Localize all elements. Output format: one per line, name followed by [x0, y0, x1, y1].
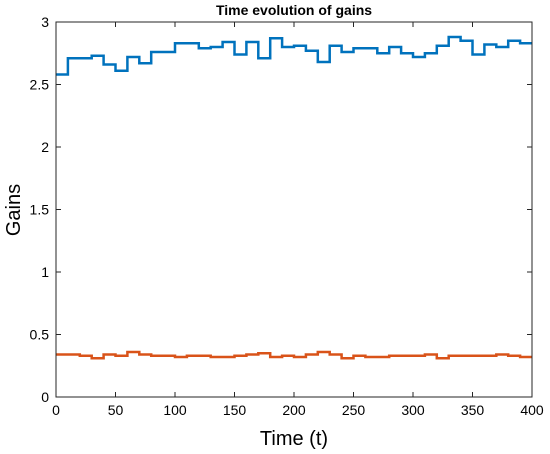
plot-lines — [56, 35, 532, 360]
y-tick-label: 2.5 — [30, 77, 50, 93]
x-tick-label: 350 — [461, 402, 485, 418]
y-axis-label: Gains — [3, 184, 25, 236]
y-tick-label: 1 — [41, 264, 49, 280]
chart-title: Time evolution of gains — [216, 2, 372, 18]
y-axis-ticks: 0 0.5 1 1.5 2 2.5 3 — [30, 14, 532, 405]
x-tick-label: 400 — [520, 402, 544, 418]
y-tick-label: 1.5 — [30, 202, 50, 218]
y-tick-label: 0.5 — [30, 327, 50, 343]
x-axis-label: Time (t) — [260, 428, 328, 450]
x-tick-label: 50 — [108, 402, 124, 418]
plot-frame — [55, 21, 533, 398]
series-line-1 — [56, 35, 532, 76]
y-tick-label: 3 — [41, 14, 49, 30]
x-tick-label: 200 — [282, 402, 306, 418]
x-tick-label: 100 — [163, 402, 187, 418]
x-tick-label: 300 — [401, 402, 425, 418]
y-tick-label: 0 — [41, 389, 49, 405]
x-tick-label: 150 — [223, 402, 247, 418]
x-tick-label: 250 — [342, 402, 366, 418]
x-axis-ticks: 0 50 100 150 200 250 300 350 400 — [52, 22, 544, 418]
series-line-2 — [56, 350, 532, 360]
y-tick-label: 2 — [41, 139, 49, 155]
x-tick-label: 0 — [52, 402, 60, 418]
